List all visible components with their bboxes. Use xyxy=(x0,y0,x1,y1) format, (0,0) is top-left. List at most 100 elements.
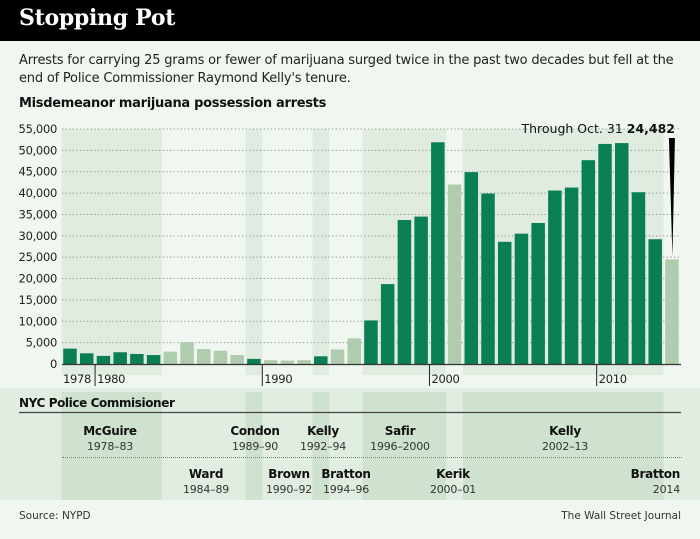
x-tick-label: 2000 xyxy=(431,372,459,386)
bar-2013 xyxy=(648,239,662,364)
chart-subtitle: Arrests for carrying 25 grams or fewer o… xyxy=(19,53,674,86)
y-tick-label: 25,000 xyxy=(19,250,57,264)
bar-1981 xyxy=(113,352,127,364)
bar-2014 xyxy=(665,259,679,364)
x-tick-label: 1978 xyxy=(63,372,91,386)
commissioner-kelly-1992: Kelly 1992–94 xyxy=(296,424,350,454)
commissioner-name: Bratton xyxy=(321,467,371,481)
bar-1987 xyxy=(213,350,228,364)
commissioner-name: Brown xyxy=(268,467,310,481)
bar-1998 xyxy=(397,220,412,364)
chart-headline: Stopping Pot xyxy=(19,5,176,31)
bar-1984 xyxy=(163,351,178,364)
tenure-band-lower xyxy=(462,392,664,500)
commissioner-panel xyxy=(0,388,700,500)
commissioner-years: 2000–01 xyxy=(429,483,477,496)
bar-1982 xyxy=(130,353,144,364)
bar-1986 xyxy=(197,349,211,364)
commissioner-section-title: NYC Police Commisioner xyxy=(19,396,175,410)
commissioner-name: Ward xyxy=(188,467,224,481)
commissioner-name: Bratton xyxy=(630,467,681,481)
commissioner-ward: Ward 1984–89 xyxy=(178,467,234,497)
commissioner-years: 1996–2000 xyxy=(370,440,430,453)
bar-1997 xyxy=(380,284,395,364)
commissioner-condon: Condon 1989–90 xyxy=(228,424,282,454)
bar-1990 xyxy=(263,360,278,364)
commissioner-safir: Safir 1996–2000 xyxy=(365,424,435,454)
annotation-prefix: Through Oct. 31 xyxy=(520,121,626,136)
x-tick-label: 2010 xyxy=(599,372,627,386)
tenure-band xyxy=(245,129,263,375)
commissioner-years: 2002–13 xyxy=(541,440,589,453)
bar-2003 xyxy=(481,193,495,364)
tenure-band xyxy=(61,129,162,375)
commissioner-years: 1990–92 xyxy=(265,483,313,496)
bar-1980 xyxy=(96,355,111,364)
y-tick-label: 20,000 xyxy=(19,272,57,286)
tenure-band-lower xyxy=(61,392,162,500)
bar-2007 xyxy=(548,190,562,364)
tenure-band-lower xyxy=(312,392,330,500)
bar-1989 xyxy=(247,358,261,364)
commissioner-bratton-1994: Bratton 1994–96 xyxy=(316,467,376,497)
commissioner-bratton-2014: Bratton 2014 xyxy=(620,467,681,497)
bar-1996 xyxy=(364,320,378,364)
commissioner-years: 1984–89 xyxy=(182,483,230,496)
tenure-band xyxy=(312,129,330,375)
tenure-band-lower xyxy=(245,392,263,500)
source-note: Source: NYPD xyxy=(19,510,91,522)
bar-2000 xyxy=(431,142,445,364)
commissioner-mcguire: McGuire 1978–83 xyxy=(80,424,140,454)
y-tick-label: 30,000 xyxy=(19,229,57,243)
y-tick-label: 10,000 xyxy=(19,314,57,328)
commissioner-years: 1994–96 xyxy=(322,483,370,496)
bar-2004 xyxy=(497,241,512,364)
commissioner-kelly-2002: Kelly 2002–13 xyxy=(538,424,592,454)
bar-2002 xyxy=(464,172,479,364)
bar-2011 xyxy=(615,143,629,364)
bar-1985 xyxy=(180,342,194,364)
bar-1999 xyxy=(414,216,428,364)
y-tick-label: 45,000 xyxy=(19,165,57,179)
commissioner-name: Condon xyxy=(230,424,280,438)
commissioner-years: 1992–94 xyxy=(299,440,347,453)
bar-2012 xyxy=(631,192,646,364)
y-tick-label: 15,000 xyxy=(19,293,57,307)
bar-1993 xyxy=(314,356,328,364)
publisher-credit: The Wall Street Journal xyxy=(561,510,681,522)
bar-1978 xyxy=(63,348,77,364)
annotation-label: Through Oct. 31 24,482 xyxy=(520,121,675,136)
commissioner-name: McGuire xyxy=(83,424,137,438)
commissioner-name: Kelly xyxy=(307,424,339,438)
annotation-pointer xyxy=(668,138,675,257)
bar-2010 xyxy=(598,143,612,364)
chart-title: Misdemeanor marijuana possession arrests xyxy=(19,96,327,111)
annotation-value: 24,482 xyxy=(627,121,675,136)
header-bar: Stopping Pot xyxy=(0,0,700,41)
bar-2006 xyxy=(531,223,545,364)
commissioner-years: 1978–83 xyxy=(86,440,134,453)
commissioner-brown: Brown 1990–92 xyxy=(262,467,316,497)
x-tick-label: 1990 xyxy=(264,372,292,386)
bar-2005 xyxy=(514,233,529,364)
bar-1992 xyxy=(297,360,311,364)
bar-1979 xyxy=(79,353,94,364)
bar-1988 xyxy=(230,355,244,364)
commissioner-years: 1989–90 xyxy=(231,440,279,453)
bar-1995 xyxy=(347,338,361,364)
y-tick-label: 35,000 xyxy=(19,207,57,221)
commissioner-row-divider xyxy=(62,457,682,458)
commissioner-years: 2014 xyxy=(652,483,680,496)
y-tick-label: 0 xyxy=(50,357,57,371)
bar-2008 xyxy=(564,187,579,364)
y-tick-label: 55,000 xyxy=(19,122,57,136)
x-tick-label: 1980 xyxy=(97,372,125,386)
commissioner-name: Kelly xyxy=(549,424,581,438)
commissioner-kerik: Kerik 2000–01 xyxy=(425,467,481,497)
commissioner-name: Safir xyxy=(384,424,416,438)
y-tick-label: 50,000 xyxy=(19,143,57,157)
tenure-band xyxy=(462,129,664,375)
bar-1991 xyxy=(280,360,295,364)
bar-2001 xyxy=(447,184,462,364)
